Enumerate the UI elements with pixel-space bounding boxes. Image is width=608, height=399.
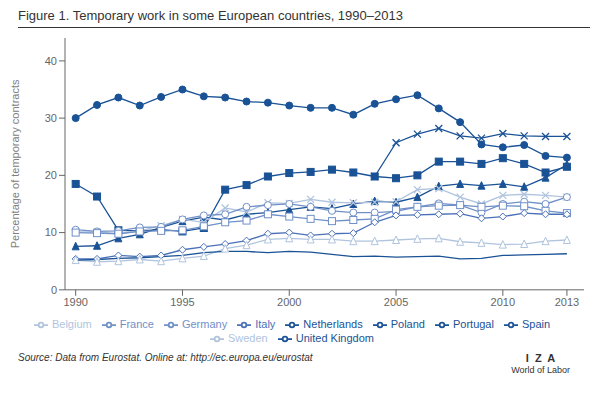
html-text:Italy: Italy (255, 317, 276, 330)
html-text:Germany: Germany (181, 317, 228, 330)
html-text:Poland: Poland (390, 317, 425, 330)
svg-text:40: 40 (45, 55, 57, 67)
svg-text:0: 0 (51, 284, 57, 296)
html-text:I Z A: I Z A (525, 352, 556, 364)
html-text:Figure 1. Temporary work in so: Figure 1. Temporary work in some Europea… (18, 8, 403, 23)
html-text:World of Labor: World of Labor (511, 365, 570, 376)
svg-text:10: 10 (45, 226, 57, 238)
svg-text:20: 20 (45, 169, 57, 181)
svg-text:2013: 2013 (555, 296, 579, 308)
html-text:Belgium: Belgium (51, 317, 92, 330)
html-text:Spain: Spain (521, 317, 551, 330)
html-text:United Kingdom: United Kingdom (295, 331, 374, 344)
html-text:Source: Data from Eurostat. On: Source: Data from Eurostat. Online at: h… (18, 352, 313, 363)
html-text:France: France (119, 317, 154, 330)
svg-text:2000: 2000 (277, 296, 301, 308)
html-text:Netherlands: Netherlands (303, 317, 363, 330)
svg-text:1995: 1995 (170, 296, 194, 308)
svg-text:2010: 2010 (491, 296, 515, 308)
svg-text:1990: 1990 (63, 296, 87, 308)
svg-text:Percentage of temporary contra: Percentage of temporary contracts (9, 79, 21, 248)
html-text:Sweden: Sweden (228, 331, 268, 344)
html-text:Portugal: Portugal (453, 317, 494, 330)
svg-text:30: 30 (45, 112, 57, 124)
svg-text:2005: 2005 (384, 296, 408, 308)
